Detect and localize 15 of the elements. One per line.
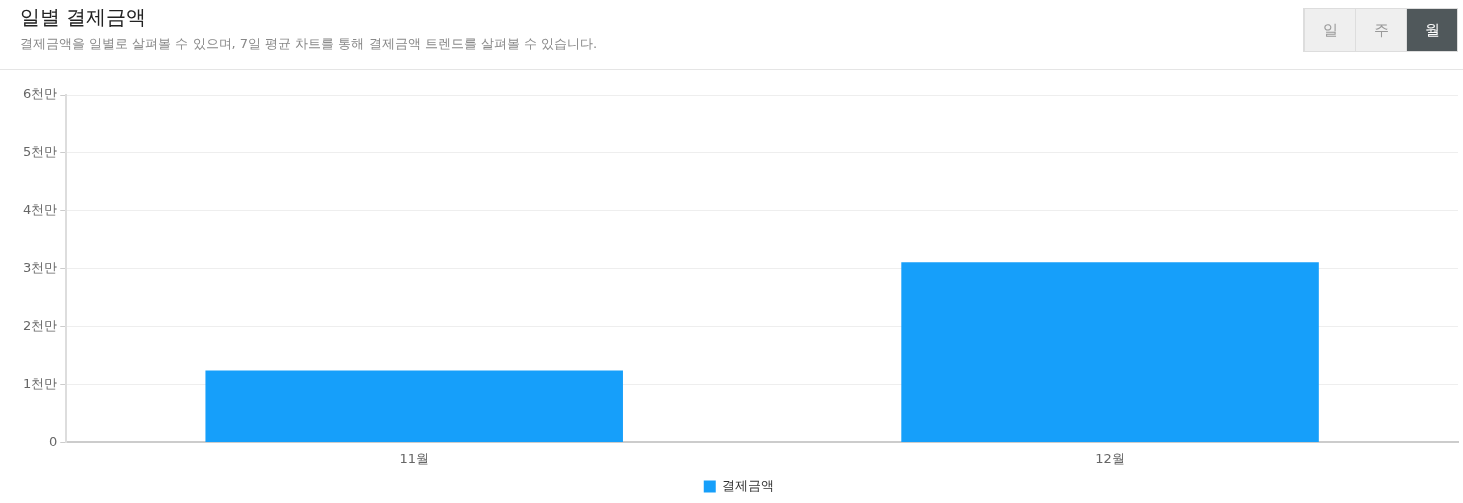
text: 일 <box>1304 9 1355 51</box>
y-tick-label: 4천만 <box>22 202 58 218</box>
x-tick-label: 11월 <box>399 450 429 466</box>
chart-title: 일별 결제금액 <box>20 4 148 31</box>
y-tick-label: 6천만 <box>22 86 58 102</box>
y-tick-label: 5천만 <box>22 144 58 160</box>
text: 월 <box>1406 9 1457 51</box>
y-tick-label: 3천만 <box>22 260 58 276</box>
y-tick-label: 2천만 <box>22 317 58 333</box>
y-tick-label: 1천만 <box>22 375 58 391</box>
y-tick-label: 0 <box>48 433 58 449</box>
legend-label: 결제금액 <box>722 477 775 493</box>
chart-subtitle: 결제금액을 일별로 살펴볼 수 있으며, 7일 평균 차트를 통해 결제금액 트렌드를 살펴볼 수 있습니다. <box>20 35 598 53</box>
text: 주 <box>1355 9 1406 51</box>
x-tick-label: 12월 <box>1095 450 1125 466</box>
